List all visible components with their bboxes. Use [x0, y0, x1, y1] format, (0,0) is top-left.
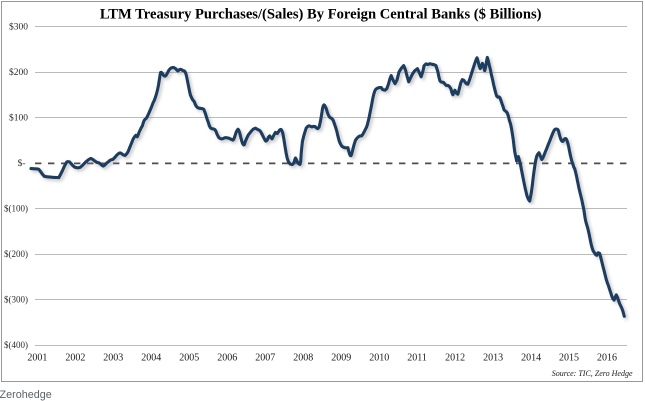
svg-text:$100: $100: [9, 112, 28, 123]
svg-text:$(300): $(300): [4, 295, 28, 305]
svg-text:2005: 2005: [179, 353, 199, 364]
svg-text:$200: $200: [9, 67, 28, 78]
svg-text:2013: 2013: [483, 353, 503, 364]
svg-text:Zerohedge: Zerohedge: [0, 389, 52, 401]
svg-text:2012: 2012: [445, 353, 465, 364]
svg-text:2011: 2011: [407, 353, 427, 364]
svg-text:2004: 2004: [141, 353, 161, 364]
svg-text:LTM Treasury Purchases/(Sales): LTM Treasury Purchases/(Sales) By Foreig…: [100, 7, 542, 23]
svg-text:2007: 2007: [255, 353, 275, 364]
svg-text:2009: 2009: [331, 353, 351, 364]
svg-text:2014: 2014: [521, 353, 541, 364]
svg-text:Source: TIC, Zero Hedge: Source: TIC, Zero Hedge: [552, 369, 633, 378]
svg-text:2006: 2006: [217, 353, 237, 364]
svg-text:2016: 2016: [597, 353, 617, 364]
svg-text:2003: 2003: [103, 353, 123, 364]
svg-text:$(200): $(200): [4, 249, 28, 259]
svg-text:$300: $300: [9, 21, 28, 32]
svg-text:2015: 2015: [559, 353, 579, 364]
svg-text:2010: 2010: [369, 353, 389, 364]
svg-text:2001: 2001: [27, 353, 47, 364]
svg-text:$(400): $(400): [4, 340, 28, 350]
svg-text:2002: 2002: [65, 353, 85, 364]
svg-text:2008: 2008: [293, 353, 313, 364]
svg-text:$-: $-: [18, 158, 26, 169]
svg-text:$(100): $(100): [4, 204, 28, 214]
